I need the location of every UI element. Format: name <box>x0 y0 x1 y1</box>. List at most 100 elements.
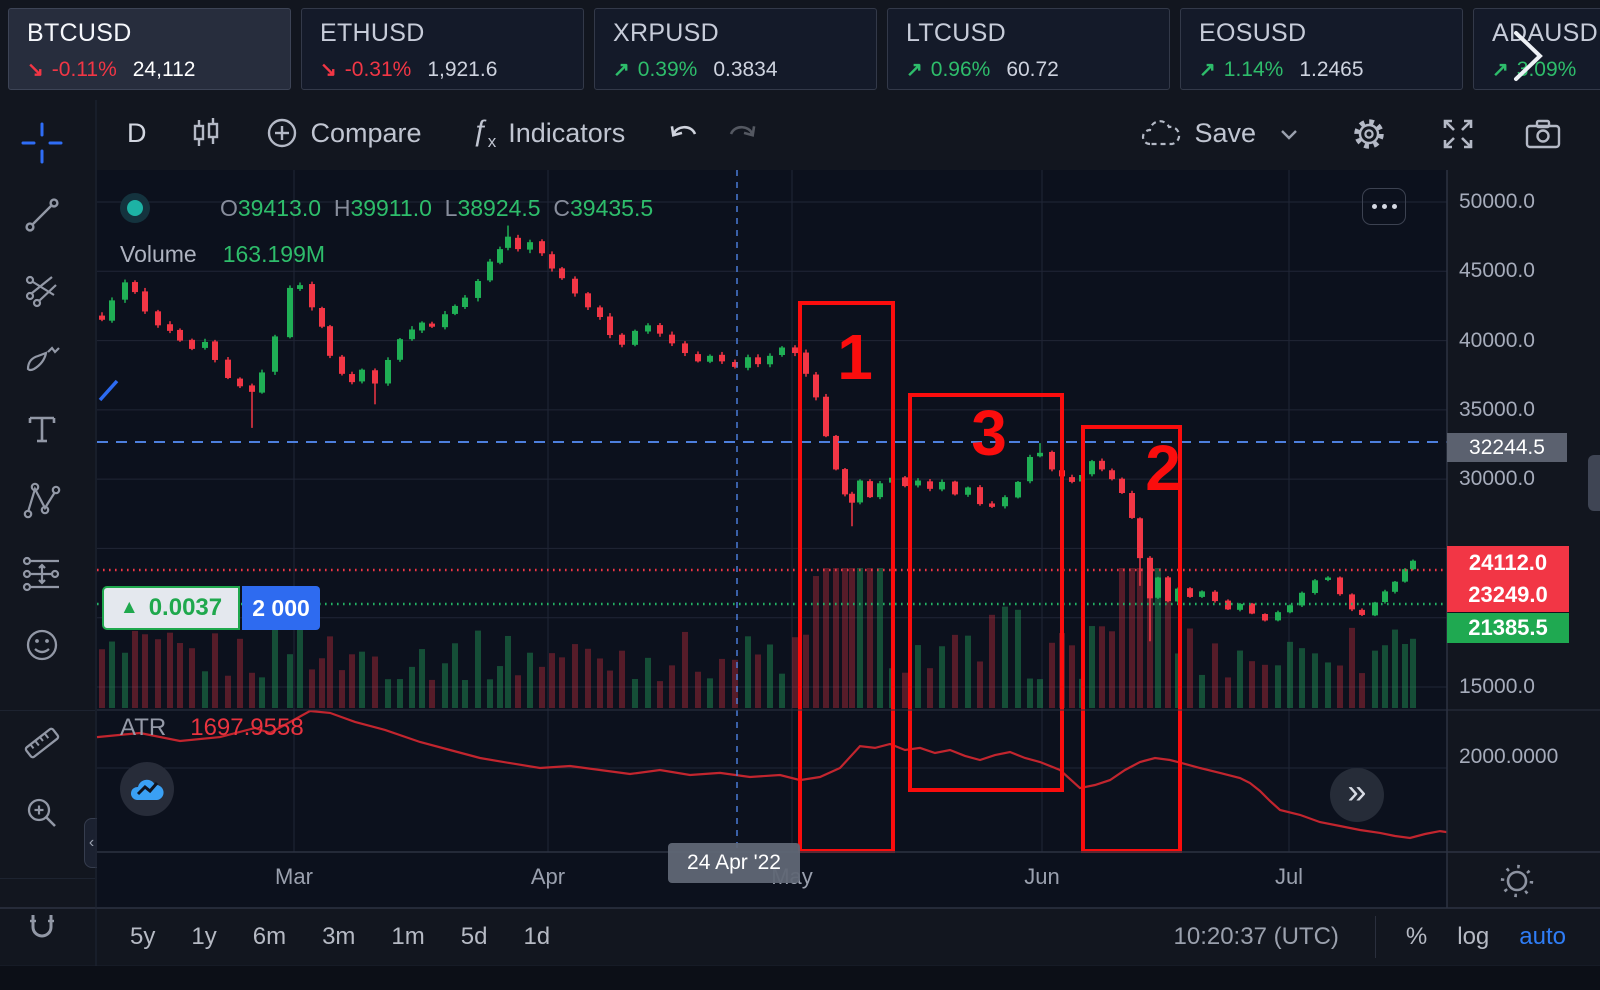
range-button-5d[interactable]: 5d <box>460 923 488 950</box>
text-icon <box>28 416 56 443</box>
time-tick-label: Apr <box>530 864 566 889</box>
interval-button[interactable]: D <box>127 117 147 148</box>
crosshair-tool-button[interactable] <box>18 119 66 167</box>
chart-style-button[interactable] <box>191 117 221 149</box>
measure-tool-button[interactable] <box>18 719 66 767</box>
brush-tool-button[interactable] <box>18 335 66 383</box>
range-button-1y[interactable]: 1y <box>191 923 217 950</box>
ticker-change: 0.39% <box>637 58 698 81</box>
compare-label: Compare <box>310 117 422 148</box>
dot-icon <box>1371 204 1377 209</box>
ruler-icon <box>24 727 60 759</box>
text-tool-button[interactable] <box>18 405 66 453</box>
cloud-icon <box>1142 119 1181 145</box>
emoji-tool-button[interactable] <box>18 621 66 669</box>
close-label: C <box>553 195 570 221</box>
snapshot-button[interactable] <box>1524 118 1562 150</box>
ticker-tab-ethusd[interactable]: ETHUSD ↘ -0.31% 1,921.6 <box>301 8 584 90</box>
auto-scale-button[interactable]: auto <box>1519 923 1566 950</box>
atr-value: 1697.9558 <box>190 714 304 741</box>
fullscreen-icon <box>1443 119 1473 148</box>
save-button[interactable]: Save <box>1140 118 1300 150</box>
range-button-1d[interactable]: 1d <box>523 923 551 950</box>
dot-icon <box>1391 204 1397 209</box>
range-button-1m[interactable]: 1m <box>391 923 425 950</box>
pattern-tool-button[interactable] <box>18 477 66 525</box>
collapse-chevron-icon: ‹ <box>88 834 95 851</box>
candlestick-icon <box>193 118 218 147</box>
date-range-buttons: 5y 1y 6m 3m 1m 5d 1d <box>0 923 550 951</box>
indicators-button[interactable]: ƒx Indicators <box>472 115 626 152</box>
range-button-3m[interactable]: 3m <box>322 923 356 950</box>
time-scale-settings-sun-icon[interactable] <box>1494 858 1540 904</box>
atr-legend: ATR 1697.9558 <box>120 714 304 742</box>
ticker-tab-btcusd[interactable]: BTCUSD ↘ -0.11% 24,112 <box>8 8 291 90</box>
log-scale-button[interactable]: log <box>1457 923 1490 950</box>
ticker-price: 60.72 <box>1006 58 1059 81</box>
dot-icon <box>1381 204 1387 209</box>
watermark-logo-button[interactable] <box>120 762 174 816</box>
low-price-badge: 21385.5 <box>1447 613 1569 643</box>
double-chevron-icon: » <box>1347 772 1367 811</box>
close-value: 39435.5 <box>570 195 654 221</box>
legend-more-button[interactable] <box>1362 188 1406 225</box>
bottom-toolbar: 5y 1y 6m 3m 1m 5d 1d 10:20:37 (UTC) % log auto <box>0 908 1600 966</box>
trend-up-icon: ↗ <box>906 59 923 81</box>
ticker-change: -0.11% <box>51 58 117 81</box>
ticker-tab-ltcusd[interactable]: LTCUSD ↗ 0.96% 60.72 <box>887 8 1170 90</box>
high-value: 39911.0 <box>350 195 432 221</box>
ticker-tab-adausd[interactable]: ADAUSD ↗ 3.09% <box>1473 8 1600 90</box>
settings-button[interactable] <box>1350 115 1388 153</box>
ticker-symbol: EOSUSD <box>1199 19 1307 47</box>
projection-tool-button[interactable] <box>18 550 66 598</box>
zoom-in-tool-button[interactable] <box>18 789 66 837</box>
fullscreen-button[interactable] <box>1440 116 1476 152</box>
pitchfork-icon <box>25 275 57 308</box>
percent-scale-button[interactable]: % <box>1405 923 1428 950</box>
next-tabs-chevron-icon[interactable] <box>1506 28 1554 84</box>
range-button-5y[interactable]: 5y <box>130 923 156 950</box>
annotation-box-2[interactable] <box>1081 425 1182 853</box>
save-label: Save <box>1194 118 1256 148</box>
drawing-tools-sidebar: ‹ <box>0 97 99 990</box>
quantity-badge[interactable]: 2 000 <box>242 586 320 630</box>
trend-line-tool-button[interactable] <box>18 191 66 239</box>
range-button-6m[interactable]: 6m <box>252 923 287 950</box>
ticker-symbol: XRPUSD <box>613 19 719 47</box>
ticker-price: 0.3834 <box>713 58 778 81</box>
price-tick-label: 35000.0 <box>1459 398 1535 421</box>
redo-button[interactable] <box>725 118 759 148</box>
brush-icon <box>26 346 60 372</box>
ticker-tab-xrpusd[interactable]: XRPUSD ↗ 0.39% 0.3834 <box>594 8 877 90</box>
trend-up-icon: ↗ <box>613 59 630 81</box>
series-toggle-dot[interactable] <box>120 193 150 223</box>
undo-button[interactable] <box>667 118 701 148</box>
camera-icon <box>1525 119 1561 148</box>
ticker-change: -0.31% <box>344 58 412 81</box>
annotation-number-2: 2 <box>1145 432 1181 504</box>
tradingview-logo-icon <box>130 779 164 800</box>
alert-price-badge[interactable]: 32244.5 <box>1447 433 1567 462</box>
price-scale-scrollbar[interactable] <box>1588 455 1600 511</box>
pitchfork-tool-button[interactable] <box>18 265 66 313</box>
annotation-box-3[interactable] <box>908 393 1064 792</box>
scroll-to-latest-button[interactable]: » <box>1330 768 1384 822</box>
crosshair-date-value: 24 Apr '22 <box>687 851 781 874</box>
magnet-tool-button[interactable] <box>18 905 66 953</box>
ticker-tab-eosusd[interactable]: EOSUSD ↗ 1.14% 1.2465 <box>1180 8 1463 90</box>
annotation-box-1[interactable] <box>798 301 895 853</box>
change-value: 0.0037 <box>148 594 223 621</box>
clock-utc[interactable]: 10:20:37 (UTC) <box>1173 923 1339 950</box>
divider <box>1374 916 1376 958</box>
price-tick-label: 45000.0 <box>1459 259 1535 282</box>
ticker-price: 24,112 <box>132 58 196 81</box>
ticker-symbol: ETHUSD <box>320 19 425 47</box>
compare-button[interactable]: Compare <box>265 116 422 150</box>
trend-line-icon <box>25 198 59 232</box>
zoom-in-icon <box>27 798 56 827</box>
price-tick-label: 15000.0 <box>1459 675 1535 698</box>
ticker-symbol: BTCUSD <box>27 19 132 47</box>
high-label: H <box>333 195 351 221</box>
gear-icon <box>1354 118 1384 149</box>
